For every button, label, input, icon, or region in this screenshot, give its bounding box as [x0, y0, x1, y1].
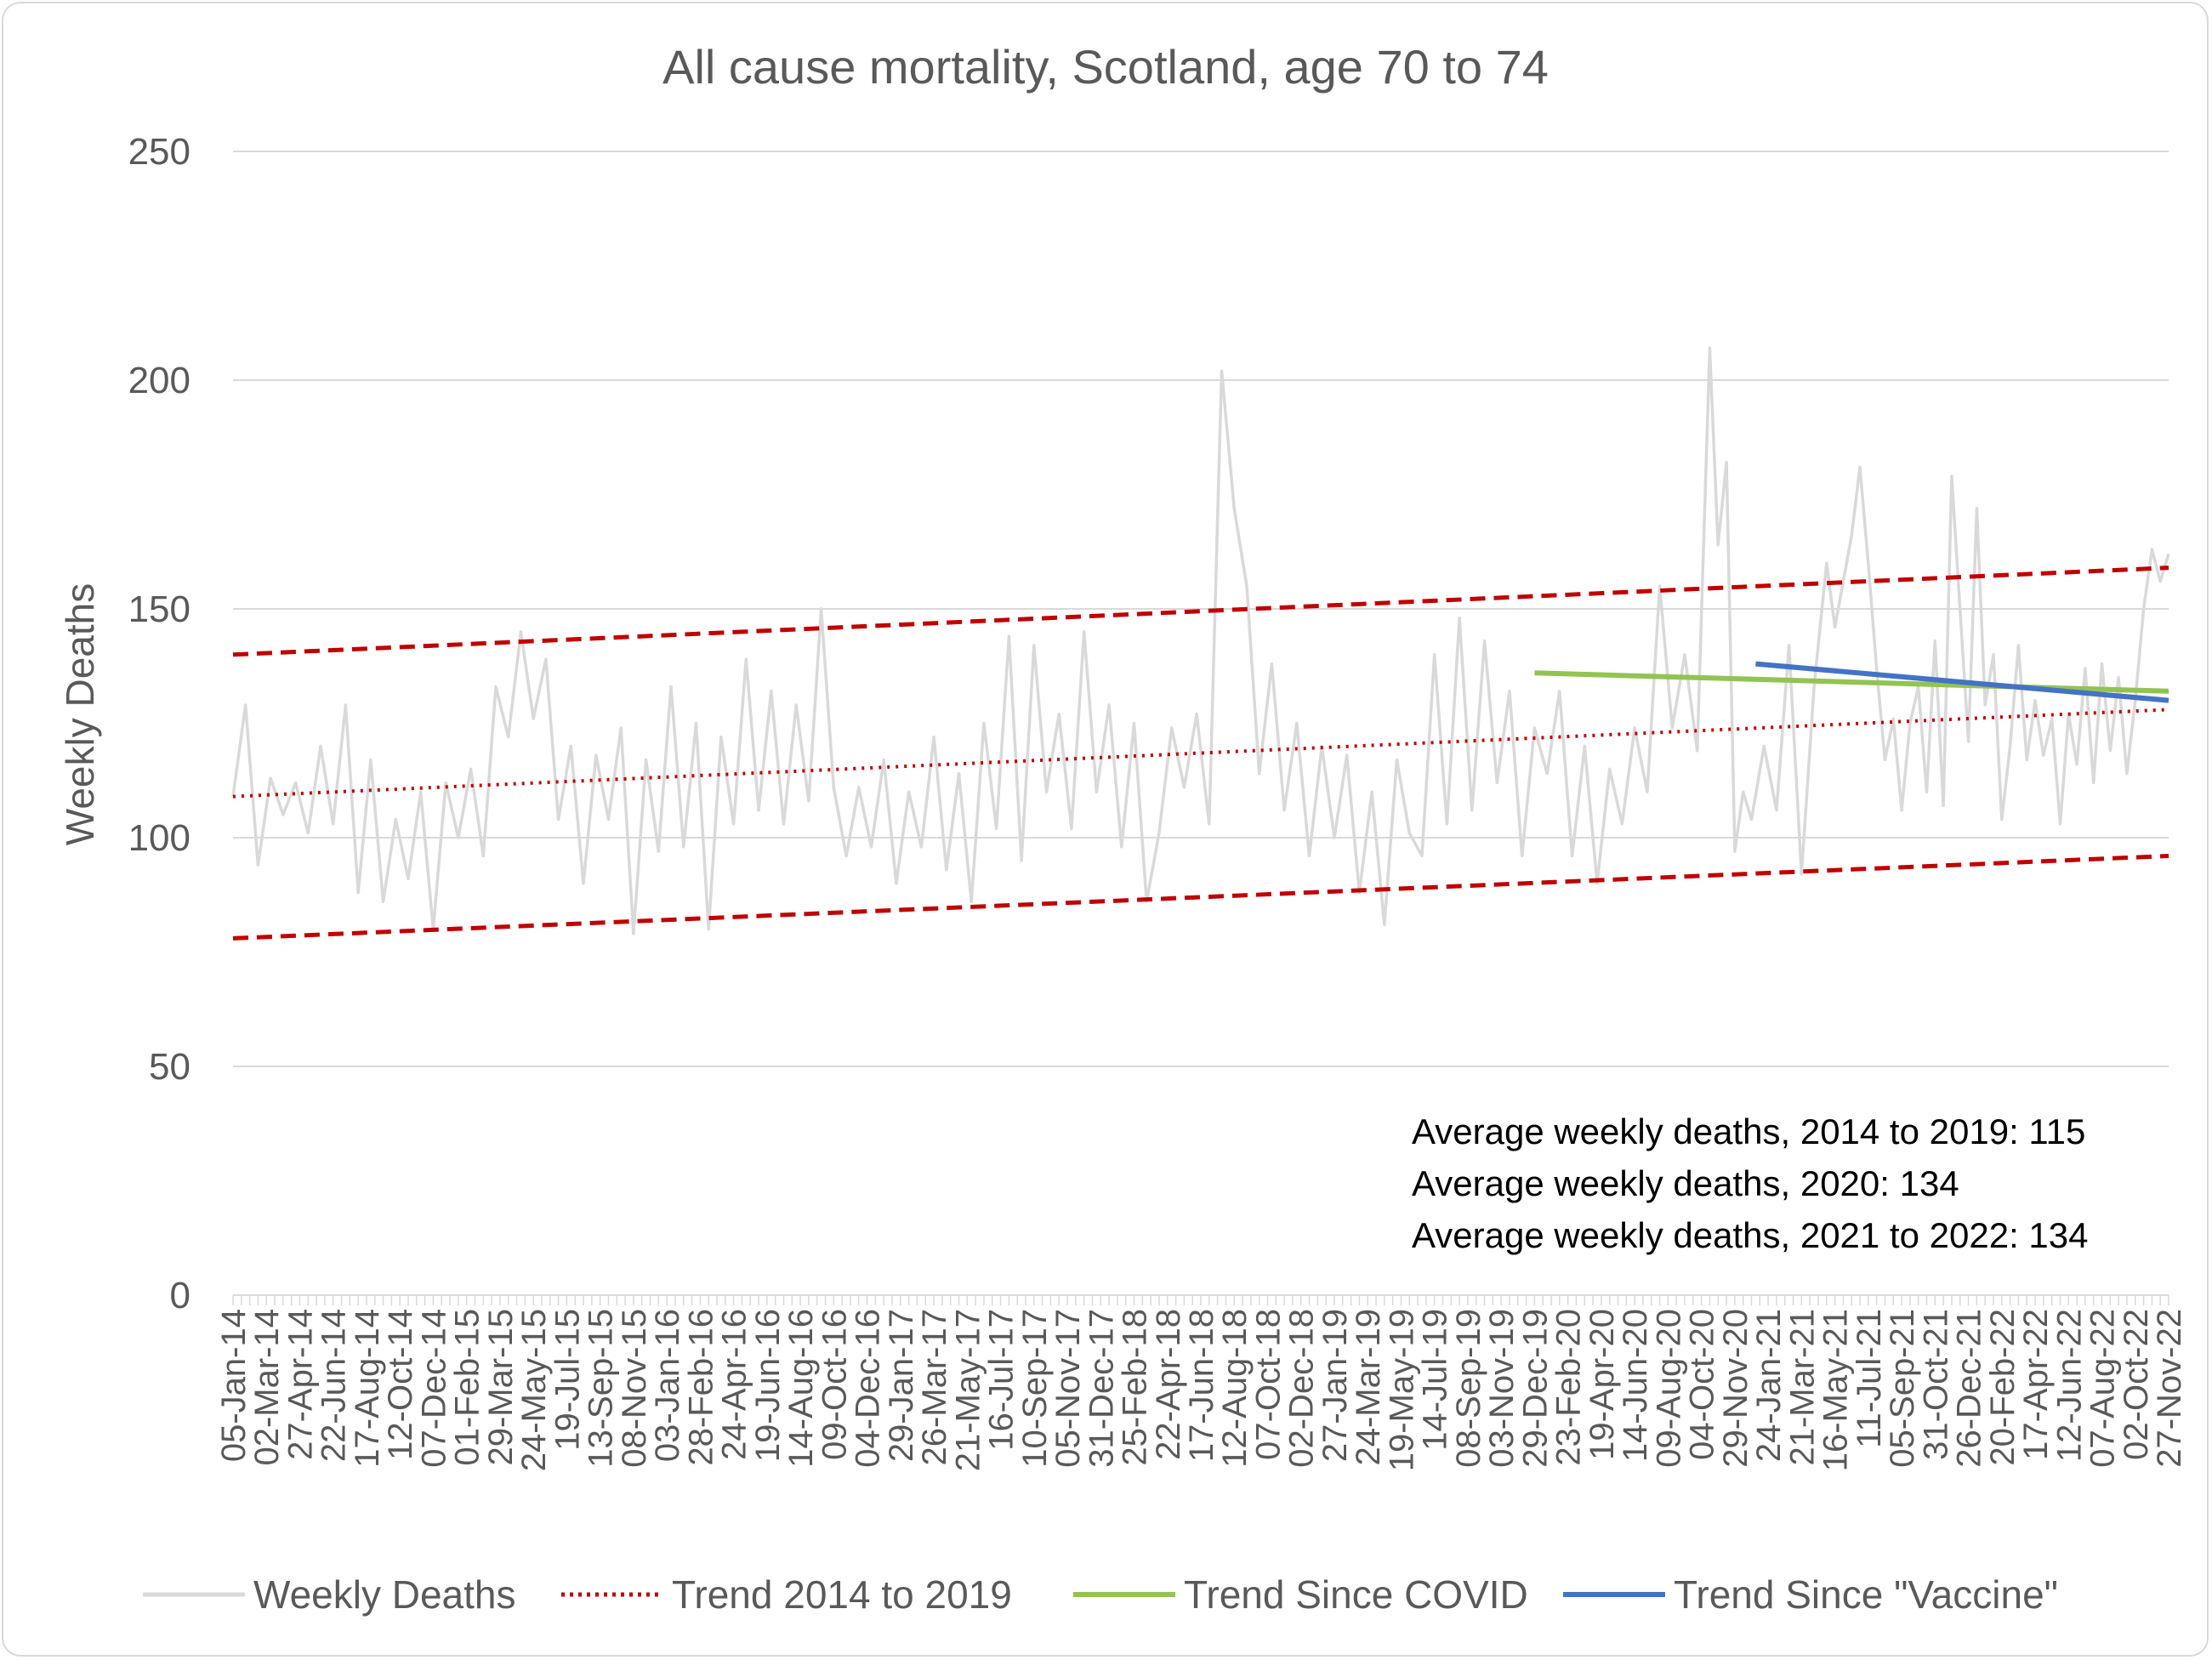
series-trend-covid-line — [1534, 670, 2169, 694]
x-axis — [232, 1294, 2169, 1305]
upper-band-line — [232, 566, 2169, 657]
x-tick-label: 21-Mar-21 — [1783, 1309, 1821, 1466]
x-tick-label: 24-Apr-16 — [716, 1309, 753, 1460]
x-tick-label: 10-Sep-17 — [1016, 1309, 1054, 1468]
x-tick-label: 03-Nov-19 — [1483, 1309, 1521, 1468]
x-tick-label: 21-May-17 — [949, 1309, 987, 1471]
annotation-2014-2019: Average weekly deaths, 2014 to 2019: 115 — [1412, 1111, 2085, 1151]
y-tick-label-0: 0 — [170, 1275, 190, 1316]
x-tick-label: 14-Aug-16 — [782, 1309, 820, 1468]
x-tick-label: 17-Aug-14 — [349, 1309, 386, 1468]
x-tick-label: 07-Dec-14 — [415, 1309, 452, 1468]
x-tick-label: 24-Jan-21 — [1750, 1309, 1788, 1462]
x-tick-label: 12-Aug-18 — [1216, 1309, 1254, 1468]
y-tick-label-250: 250 — [128, 131, 190, 173]
y-tick-label-50: 50 — [149, 1046, 190, 1088]
x-tick-label: 17-Apr-22 — [2017, 1309, 2055, 1460]
x-tick-label: 27-Apr-14 — [281, 1309, 319, 1460]
y-tick-labels: 0 50 100 150 200 250 — [128, 131, 190, 1316]
x-tick-label: 02-Dec-18 — [1283, 1309, 1321, 1468]
x-tick-label: 19-May-19 — [1383, 1309, 1420, 1471]
series-layer — [231, 346, 2170, 941]
x-tick-label: 04-Dec-16 — [850, 1309, 887, 1468]
x-tick-label: 27-Jan-19 — [1316, 1309, 1354, 1462]
x-tick-labels: 05-Jan-1402-Mar-1427-Apr-1422-Jun-1417-A… — [215, 1309, 2188, 1471]
x-tick-label: 19-Jun-16 — [749, 1309, 787, 1462]
x-tick-label: 22-Jun-14 — [316, 1309, 353, 1462]
x-tick-label: 13-Sep-15 — [583, 1309, 620, 1468]
x-tick-label: 07-Aug-22 — [2084, 1309, 2122, 1468]
x-tick-label: 05-Nov-17 — [1049, 1309, 1087, 1468]
gridlines — [233, 151, 2169, 1067]
legend-label-trend-2014-2019: Trend 2014 to 2019 — [672, 1572, 1012, 1617]
x-tick-label: 16-May-21 — [1817, 1309, 1855, 1471]
x-tick-label: 29-Dec-19 — [1516, 1309, 1554, 1468]
series-weekly-deaths-line — [231, 346, 2170, 935]
x-tick-label: 24-May-15 — [515, 1309, 553, 1471]
legend-label-trend-covid: Trend Since COVID — [1184, 1572, 1528, 1617]
x-tick-label: 19-Jul-15 — [549, 1309, 586, 1451]
x-tick-label: 22-Apr-18 — [1150, 1309, 1187, 1460]
x-tick-label: 01-Feb-15 — [449, 1309, 486, 1466]
x-tick-label: 09-Oct-16 — [816, 1309, 853, 1460]
legend: Weekly Deaths Trend 2014 to 2019 Trend S… — [143, 1572, 2058, 1617]
x-tick-label: 17-Jun-18 — [1183, 1309, 1220, 1462]
x-tick-label: 29-Nov-20 — [1717, 1309, 1754, 1468]
x-tick-label: 23-Feb-20 — [1550, 1309, 1588, 1466]
x-tick-label: 28-Feb-16 — [682, 1309, 719, 1466]
x-tick-label: 29-Mar-15 — [482, 1309, 520, 1466]
y-tick-label-200: 200 — [128, 360, 190, 401]
x-tick-label: 31-Oct-21 — [1917, 1309, 1954, 1460]
legend-label-trend-vaccine: Trend Since "Vaccine" — [1674, 1572, 2058, 1617]
series-trend-vaccine-line — [1755, 661, 2169, 703]
x-tick-label: 14-Jun-20 — [1617, 1309, 1654, 1462]
x-tick-label: 26-Dec-21 — [1951, 1309, 1988, 1468]
lower-band-line — [232, 854, 2169, 941]
x-tick-label: 24-Mar-19 — [1350, 1309, 1387, 1466]
x-tick-label: 07-Oct-18 — [1249, 1309, 1287, 1460]
x-tick-label: 14-Jul-19 — [1417, 1309, 1454, 1451]
x-tick-label: 05-Jan-14 — [215, 1309, 253, 1462]
legend-label-weekly-deaths: Weekly Deaths — [253, 1572, 516, 1617]
annotation-2021-2022: Average weekly deaths, 2021 to 2022: 134 — [1412, 1215, 2088, 1255]
x-tick-label: 27-Nov-22 — [2151, 1309, 2188, 1468]
x-tick-label: 05-Sep-21 — [1884, 1309, 1921, 1468]
x-tick-label: 25-Feb-18 — [1117, 1309, 1154, 1466]
x-tick-label: 02-Mar-14 — [248, 1309, 286, 1466]
annotations: Average weekly deaths, 2014 to 2019: 115… — [1412, 1111, 2088, 1255]
x-tick-label: 26-Mar-17 — [916, 1309, 953, 1466]
x-tick-label: 08-Nov-15 — [616, 1309, 653, 1468]
x-tick-label: 04-Oct-20 — [1684, 1309, 1721, 1460]
y-axis-title: Weekly Deaths — [58, 583, 102, 846]
x-tick-label: 31-Dec-17 — [1083, 1309, 1120, 1468]
x-tick-label: 09-Aug-20 — [1650, 1309, 1687, 1468]
x-tick-label: 11-Jul-21 — [1851, 1309, 1888, 1448]
annotation-2020: Average weekly deaths, 2020: 134 — [1412, 1163, 1959, 1203]
x-tick-label: 16-Jul-17 — [983, 1309, 1021, 1451]
x-tick-label: 02-Oct-22 — [2118, 1309, 2155, 1460]
y-tick-label-150: 150 — [128, 588, 190, 630]
x-tick-label: 20-Feb-22 — [1984, 1309, 2022, 1466]
x-tick-label: 12-Oct-14 — [382, 1309, 419, 1460]
y-tick-label-100: 100 — [128, 817, 190, 859]
x-tick-label: 19-Apr-20 — [1584, 1309, 1621, 1460]
x-tick-label: 03-Jan-16 — [649, 1309, 686, 1462]
x-tick-label: 08-Sep-19 — [1450, 1309, 1487, 1468]
x-tick-label: 12-Jun-22 — [2050, 1309, 2088, 1462]
chart-title: All cause mortality, Scotland, age 70 to… — [662, 40, 1549, 94]
x-tick-label: 29-Jan-17 — [883, 1309, 920, 1462]
